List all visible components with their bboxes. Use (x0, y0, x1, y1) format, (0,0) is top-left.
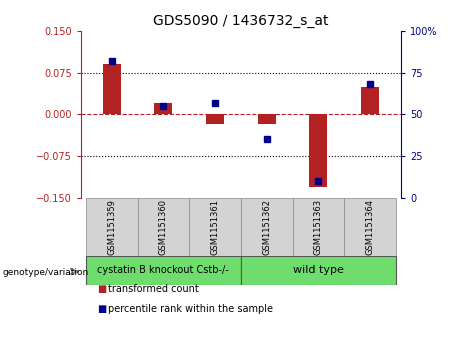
Bar (309, 114, 327, 187)
Text: genotype/variation: genotype/variation (2, 268, 89, 277)
Text: GSM1151364: GSM1151364 (366, 199, 375, 255)
Text: GSM1151363: GSM1151363 (314, 199, 323, 255)
Text: wild type: wild type (293, 265, 344, 276)
Text: GSM1151360: GSM1151360 (159, 199, 168, 255)
Text: percentile rank within the sample: percentile rank within the sample (108, 303, 273, 314)
Bar (137, 198, 189, 256)
Text: transformed count: transformed count (108, 284, 199, 294)
Bar (86, 256, 241, 285)
Bar (154, 103, 172, 114)
Text: cystatin B knockout Cstb-/-: cystatin B knockout Cstb-/- (97, 265, 229, 276)
Text: GSM1151359: GSM1151359 (107, 199, 116, 255)
Text: GSM1151361: GSM1151361 (211, 199, 219, 255)
Bar (344, 198, 396, 256)
Bar (361, 86, 379, 114)
Bar (189, 198, 241, 256)
Text: GSM1151362: GSM1151362 (262, 199, 271, 255)
Text: ■: ■ (97, 303, 106, 314)
Title: GDS5090 / 1436732_s_at: GDS5090 / 1436732_s_at (153, 15, 329, 28)
Bar (293, 198, 344, 256)
Bar (258, 114, 276, 125)
Bar (241, 198, 293, 256)
Text: ■: ■ (97, 284, 106, 294)
Bar (86, 198, 137, 256)
Bar (241, 256, 396, 285)
Bar (206, 114, 224, 125)
Bar (103, 64, 121, 114)
